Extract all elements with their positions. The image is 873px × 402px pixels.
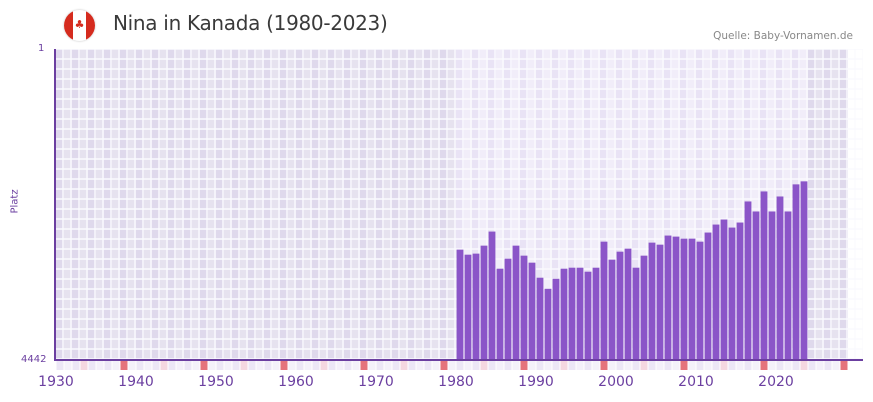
bar-2003[interactable]	[640, 255, 648, 360]
x-axis-ticks	[56, 361, 848, 370]
bar-2009[interactable]	[688, 238, 696, 360]
x-tick-label: 1990	[518, 374, 554, 390]
x-axis-labels: 1930 1940 1950 1960 1970 1980 1990 2000 2010 2020	[0, 374, 873, 394]
bar-1993[interactable]	[560, 268, 568, 360]
bar-2005[interactable]	[656, 244, 664, 360]
x-tick-label: 1930	[38, 374, 74, 390]
bar-1985[interactable]	[496, 268, 504, 360]
bar-2016[interactable]	[744, 201, 752, 360]
y-axis-title: Platz	[9, 189, 21, 214]
bar-1989[interactable]	[528, 262, 536, 360]
bar-2001[interactable]	[624, 248, 632, 360]
y-tick-top: 1	[38, 43, 45, 54]
x-tick-label: 1950	[198, 374, 234, 390]
bar-1987[interactable]	[512, 245, 520, 360]
bar-1997[interactable]	[592, 267, 600, 360]
bar-2006[interactable]	[664, 235, 672, 360]
bar-1998[interactable]	[600, 241, 608, 360]
bar-1990[interactable]	[536, 277, 544, 360]
bar-1991[interactable]	[544, 288, 552, 360]
bar-1992[interactable]	[552, 278, 560, 360]
x-tick-label: 2020	[758, 374, 794, 390]
y-axis-line	[54, 49, 56, 361]
x-tick-label: 2010	[678, 374, 714, 390]
bar-2018[interactable]	[760, 191, 768, 360]
bar-1981[interactable]	[464, 254, 472, 360]
bar-1988[interactable]	[520, 255, 528, 360]
bar-2014[interactable]	[728, 227, 736, 360]
canada-flag-icon: ♣	[64, 10, 95, 41]
x-tick-label: 1940	[118, 374, 154, 390]
bar-2022[interactable]	[792, 184, 800, 360]
bar-1994[interactable]	[568, 267, 576, 360]
bar-2008[interactable]	[680, 238, 688, 360]
bar-2002[interactable]	[632, 267, 640, 360]
x-axis-line	[55, 359, 863, 361]
bar-2010[interactable]	[696, 241, 704, 360]
bar-2013[interactable]	[720, 219, 728, 360]
x-tick-label: 1980	[438, 374, 474, 390]
bar-1996[interactable]	[584, 271, 592, 360]
bar-1986[interactable]	[504, 258, 512, 360]
x-tick-label: 1970	[358, 374, 394, 390]
bar-1984[interactable]	[488, 231, 496, 360]
y-tick-bottom: 4442	[21, 354, 47, 365]
bar-2017[interactable]	[752, 211, 760, 360]
bar-1983[interactable]	[480, 245, 488, 360]
page-title: Nina in Kanada (1980-2023)	[113, 11, 388, 35]
bar-1980[interactable]	[456, 249, 464, 360]
chart-plot-area	[55, 49, 863, 360]
bar-2007[interactable]	[672, 236, 680, 360]
bar-2012[interactable]	[712, 224, 720, 360]
bar-1995[interactable]	[576, 267, 584, 360]
bar-2015[interactable]	[736, 222, 744, 360]
bar-2000[interactable]	[616, 251, 624, 360]
bar-2023[interactable]	[800, 181, 808, 360]
bar-1982[interactable]	[472, 253, 480, 360]
bar-2020[interactable]	[776, 196, 784, 360]
bar-2021[interactable]	[784, 211, 792, 360]
bar-2011[interactable]	[704, 232, 712, 360]
bar-2004[interactable]	[648, 242, 656, 360]
bar-2019[interactable]	[768, 211, 776, 360]
x-tick-label: 2000	[598, 374, 634, 390]
bar-1999[interactable]	[608, 259, 616, 360]
x-tick-label: 1960	[278, 374, 314, 390]
source-credit: Quelle: Baby-Vornamen.de	[713, 30, 853, 42]
